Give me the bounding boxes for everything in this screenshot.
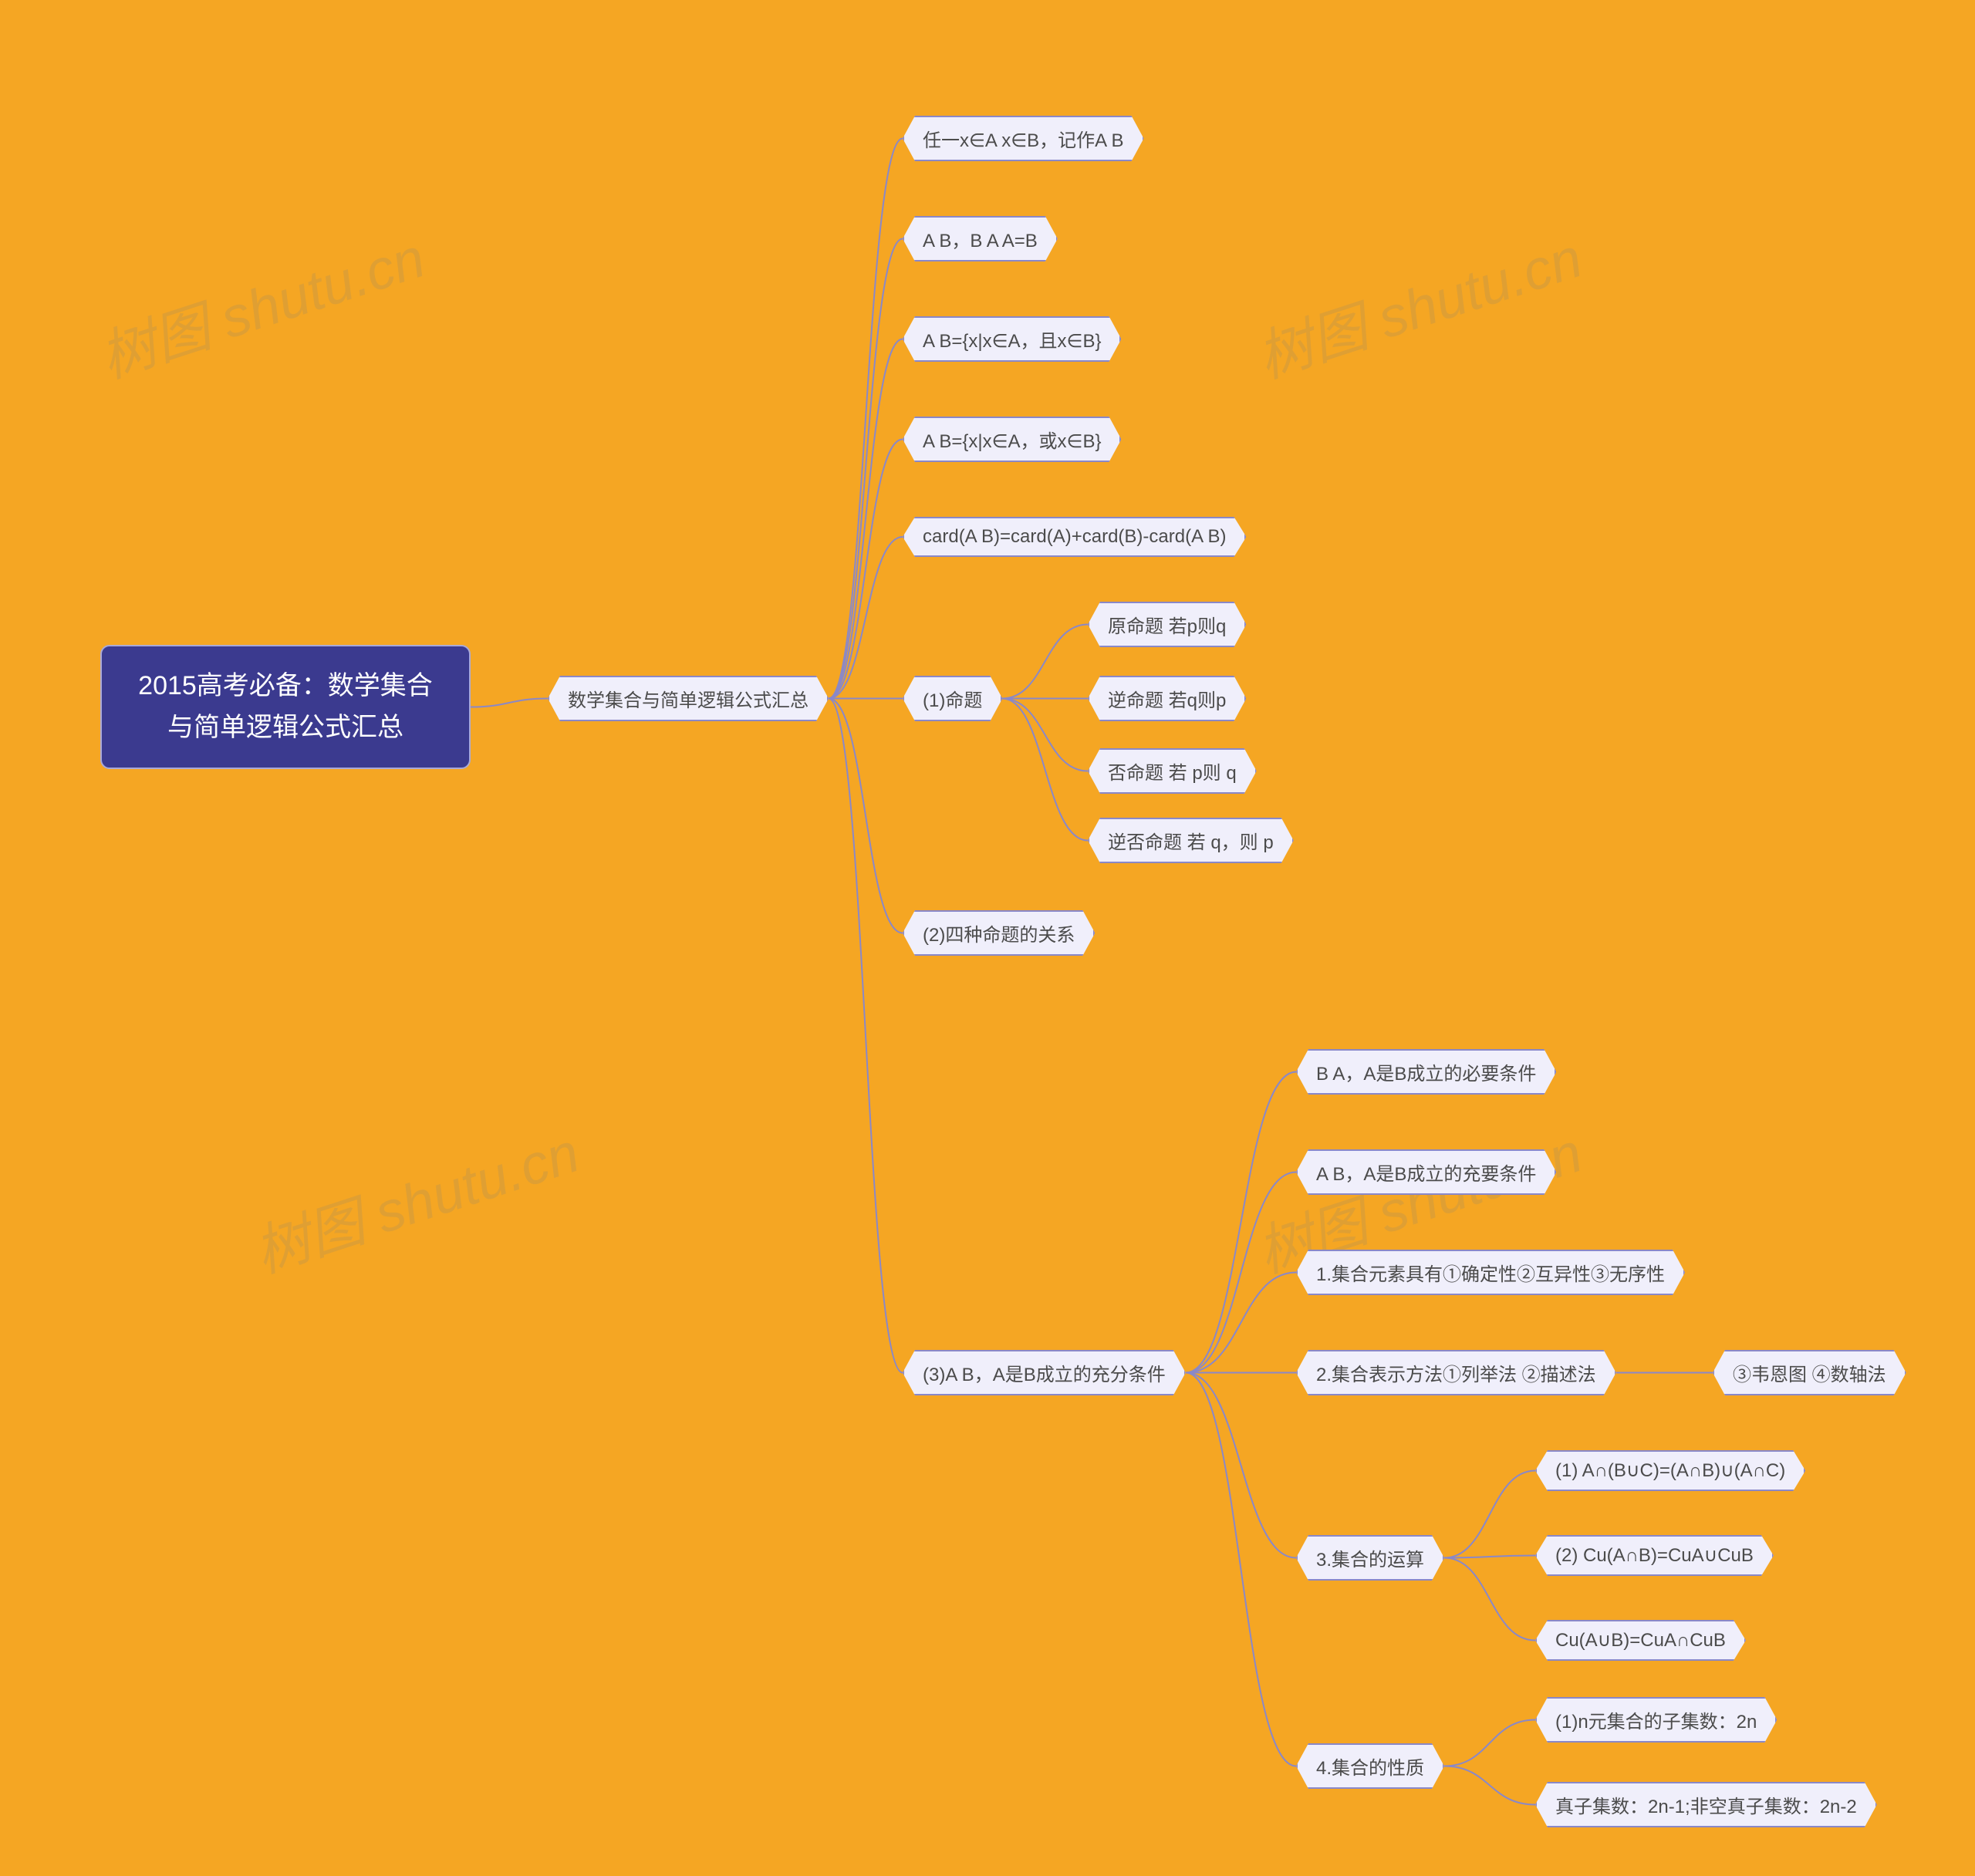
node-set-properties[interactable]: 4.集合的性质 xyxy=(1296,1743,1444,1789)
node-proposition[interactable]: (1)命题 xyxy=(903,676,1002,721)
node-formula-2[interactable]: A B，B A A=B xyxy=(903,216,1058,261)
node-sufficient-condition[interactable]: (3)A B，A是B成立的充分条件 xyxy=(903,1350,1186,1395)
watermark: 树图 shutu.cn xyxy=(88,212,433,393)
node-set-element-props[interactable]: 1.集合元素具有①确定性②互异性③无序性 xyxy=(1296,1250,1685,1295)
node-set-notation-extra[interactable]: ③韦恩图 ④数轴法 xyxy=(1713,1350,1906,1395)
node-subset-count[interactable]: (1)n元集合的子集数：2n xyxy=(1535,1697,1777,1743)
watermark: 树图 shutu.cn xyxy=(1245,212,1590,393)
node-necessary-condition[interactable]: B A，A是B成立的必要条件 xyxy=(1296,1049,1556,1095)
node-four-prop-relations[interactable]: (2)四种命题的关系 xyxy=(903,910,1095,956)
root-line2: 与简单逻辑公式汇总 xyxy=(167,713,403,742)
node-formula-3[interactable]: A B={x|x∈A，且x∈B} xyxy=(903,316,1121,362)
node-prop-contra[interactable]: 逆否命题 若 q，则 p xyxy=(1088,818,1294,863)
node-formula-4[interactable]: A B={x|x∈A，或x∈B} xyxy=(903,417,1121,462)
node-proper-subset[interactable]: 真子集数：2n-1;非空真子集数：2n-2 xyxy=(1535,1782,1877,1827)
node-prop-original[interactable]: 原命题 若p则q xyxy=(1088,602,1246,647)
watermark: 树图 shutu.cn xyxy=(242,1107,587,1288)
node-set-op-3[interactable]: Cu(A∪B)=CuA∩CuB xyxy=(1535,1620,1746,1661)
node-prop-converse[interactable]: 逆命题 若q则p xyxy=(1088,676,1246,721)
node-set-notation[interactable]: 2.集合表示方法①列举法 ②描述法 xyxy=(1296,1350,1616,1395)
node-set-op-2[interactable]: (2) Cu(A∩B)=CuA∪CuB xyxy=(1535,1535,1774,1576)
node-formula-1[interactable]: 任一x∈A x∈B，记作A B xyxy=(903,116,1144,161)
node-iff-condition[interactable]: A B，A是B成立的充要条件 xyxy=(1296,1149,1556,1195)
node-prop-negation[interactable]: 否命题 若 p则 q xyxy=(1088,748,1257,794)
node-formula-5[interactable]: card(A B)=card(A)+card(B)-card(A B) xyxy=(903,517,1246,557)
node-set-operations[interactable]: 3.集合的运算 xyxy=(1296,1535,1444,1581)
node-set-op-1[interactable]: (1) A∩(B∪C)=(A∩B)∪(A∩C) xyxy=(1535,1450,1805,1491)
mindmap-root[interactable]: 2015高考必备：数学集合 与简单逻辑公式汇总 xyxy=(100,645,471,769)
node-summary[interactable]: 数学集合与简单逻辑公式汇总 xyxy=(548,676,829,721)
root-line1: 2015高考必备：数学集合 xyxy=(138,671,433,700)
